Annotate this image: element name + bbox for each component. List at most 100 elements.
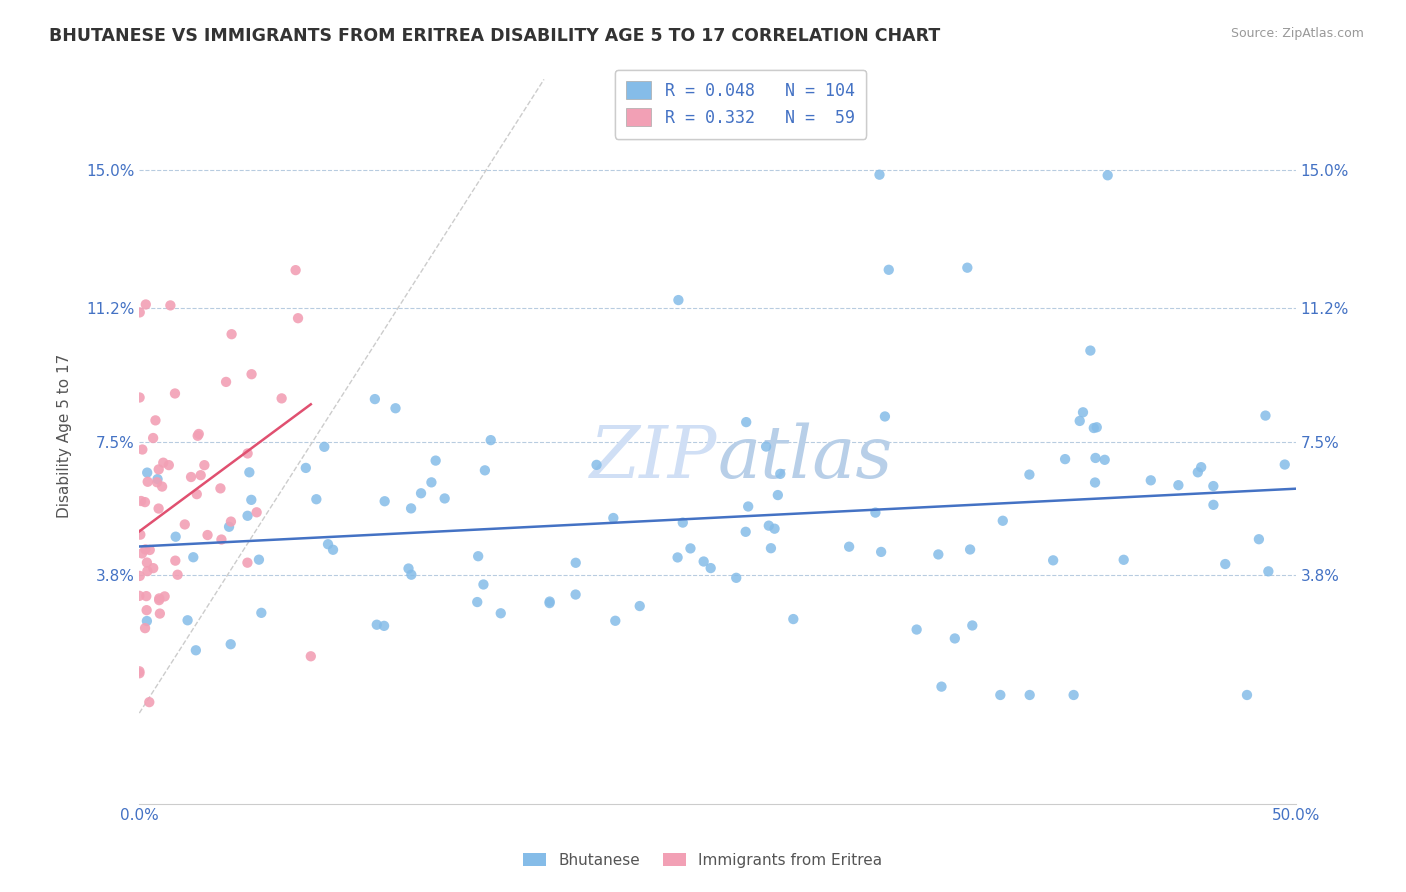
Point — [782, 612, 804, 626]
Point — [1202, 479, 1225, 493]
Point — [959, 542, 981, 557]
Point — [209, 482, 232, 496]
Point — [628, 599, 651, 613]
Point — [134, 495, 156, 509]
Point — [1257, 565, 1279, 579]
Point — [865, 506, 887, 520]
Point — [905, 623, 928, 637]
Point — [1236, 688, 1258, 702]
Point — [180, 470, 202, 484]
Legend: R = 0.048   N = 104, R = 0.332   N =  59: R = 0.048 N = 104, R = 0.332 N = 59 — [614, 70, 866, 138]
Point — [284, 263, 307, 277]
Text: Source: ZipAtlas.com: Source: ZipAtlas.com — [1230, 27, 1364, 40]
Point — [398, 561, 420, 575]
Point — [374, 494, 396, 508]
Point — [138, 695, 160, 709]
Point — [153, 590, 176, 604]
Point — [314, 440, 336, 454]
Point — [991, 514, 1014, 528]
Point — [401, 567, 423, 582]
Point — [725, 571, 748, 585]
Point — [150, 479, 173, 493]
Point — [927, 548, 949, 562]
Point — [166, 567, 188, 582]
Point — [564, 588, 586, 602]
Point — [135, 297, 157, 311]
Point — [316, 537, 339, 551]
Point — [193, 458, 215, 472]
Point — [215, 375, 238, 389]
Point — [1167, 478, 1189, 492]
Point — [1274, 458, 1296, 472]
Point — [666, 550, 689, 565]
Point — [489, 607, 512, 621]
Point — [474, 463, 496, 477]
Point — [699, 561, 721, 575]
Point — [247, 552, 270, 566]
Point — [479, 433, 502, 447]
Text: atlas: atlas — [717, 423, 893, 493]
Legend: Bhutanese, Immigrants from Eritrea: Bhutanese, Immigrants from Eritrea — [516, 845, 890, 875]
Point — [136, 475, 159, 489]
Point — [197, 528, 219, 542]
Point — [472, 577, 495, 591]
Point — [134, 542, 156, 557]
Point — [187, 429, 209, 443]
Point — [1084, 450, 1107, 465]
Point — [1071, 405, 1094, 419]
Point — [769, 467, 792, 481]
Point — [869, 168, 891, 182]
Point — [135, 589, 157, 603]
Point — [295, 461, 318, 475]
Point — [962, 618, 984, 632]
Point — [538, 596, 561, 610]
Text: ZIP: ZIP — [591, 423, 717, 493]
Point — [236, 446, 259, 460]
Point — [186, 487, 208, 501]
Point — [187, 427, 209, 442]
Point — [838, 540, 860, 554]
Point — [128, 666, 150, 681]
Point — [870, 545, 893, 559]
Point — [737, 500, 759, 514]
Point — [763, 522, 786, 536]
Point — [135, 614, 157, 628]
Point — [176, 613, 198, 627]
Point — [218, 520, 240, 534]
Point — [146, 472, 169, 486]
Point — [238, 465, 260, 479]
Point — [221, 327, 243, 342]
Point — [585, 458, 607, 472]
Point — [209, 533, 232, 547]
Point — [135, 556, 157, 570]
Point — [877, 262, 900, 277]
Point — [1083, 421, 1105, 435]
Point — [139, 543, 162, 558]
Point — [1139, 473, 1161, 487]
Point — [1054, 452, 1077, 467]
Point — [157, 458, 180, 472]
Point — [1018, 467, 1040, 482]
Point — [152, 456, 174, 470]
Point — [184, 643, 207, 657]
Point — [988, 688, 1011, 702]
Point — [1097, 169, 1119, 183]
Point — [931, 680, 953, 694]
Point — [148, 591, 170, 606]
Point — [605, 614, 627, 628]
Point — [467, 549, 489, 564]
Point — [1094, 452, 1116, 467]
Point — [1254, 409, 1277, 423]
Text: BHUTANESE VS IMMIGRANTS FROM ERITREA DISABILITY AGE 5 TO 17 CORRELATION CHART: BHUTANESE VS IMMIGRANTS FROM ERITREA DIS… — [49, 27, 941, 45]
Point — [420, 475, 443, 490]
Point — [679, 541, 702, 556]
Point — [1018, 688, 1040, 702]
Point — [672, 516, 695, 530]
Point — [270, 392, 292, 406]
Point — [142, 561, 165, 575]
Point — [766, 488, 789, 502]
Point — [148, 501, 170, 516]
Point — [134, 621, 156, 635]
Point — [128, 391, 150, 405]
Point — [873, 409, 896, 424]
